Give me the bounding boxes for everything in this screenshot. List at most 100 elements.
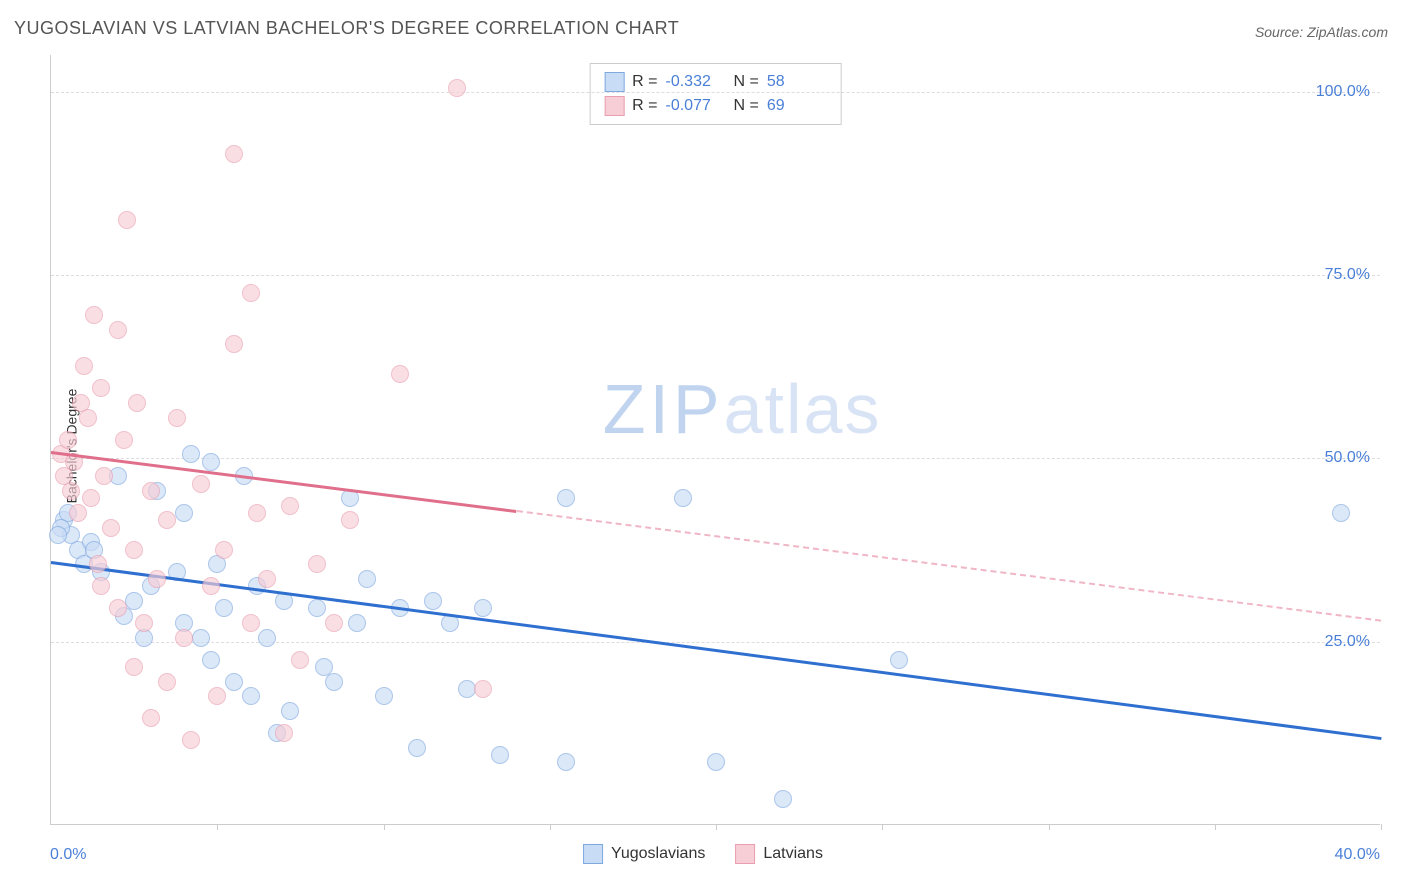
scatter-point (557, 489, 575, 507)
scatter-point (491, 746, 509, 764)
x-axis-max-label: 40.0% (1335, 846, 1380, 864)
scatter-point (308, 555, 326, 573)
scatter-point (59, 431, 77, 449)
source-label: Source: ZipAtlas.com (1255, 24, 1388, 40)
scatter-point (75, 357, 93, 375)
scatter-point (118, 211, 136, 229)
scatter-point (109, 321, 127, 339)
r-label: R = (632, 97, 657, 115)
bottom-legend: Yugoslavians Latvians (583, 844, 823, 864)
scatter-point (375, 687, 393, 705)
x-tick (217, 824, 218, 830)
scatter-point (258, 570, 276, 588)
scatter-point (308, 599, 326, 617)
scatter-point (128, 394, 146, 412)
chart-container: YUGOSLAVIAN VS LATVIAN BACHELOR'S DEGREE… (0, 0, 1406, 892)
scatter-point (168, 409, 186, 427)
gridline (51, 275, 1380, 276)
scatter-point (242, 284, 260, 302)
y-tick-label: 25.0% (1325, 633, 1370, 651)
scatter-point (82, 489, 100, 507)
x-tick (550, 824, 551, 830)
scatter-point (281, 702, 299, 720)
scatter-point (125, 592, 143, 610)
gridline (51, 642, 1380, 643)
x-tick (882, 824, 883, 830)
scatter-point (142, 709, 160, 727)
scatter-point (424, 592, 442, 610)
scatter-point (175, 629, 193, 647)
x-tick (716, 824, 717, 830)
scatter-point (890, 651, 908, 669)
scatter-point (225, 673, 243, 691)
legend-item-yugoslavians: Yugoslavians (583, 844, 705, 864)
scatter-point (674, 489, 692, 507)
stats-row-latvians: R = -0.077 N = 69 (604, 94, 827, 118)
scatter-point (1332, 504, 1350, 522)
scatter-point (248, 504, 266, 522)
gridline (51, 92, 1380, 93)
legend-item-latvians: Latvians (735, 844, 823, 864)
scatter-point (215, 541, 233, 559)
swatch-icon (604, 72, 624, 92)
correlation-stats-box: R = -0.332 N = 58 R = -0.077 N = 69 (589, 63, 842, 125)
scatter-point (85, 306, 103, 324)
y-tick-label: 50.0% (1325, 449, 1370, 467)
scatter-point (202, 577, 220, 595)
scatter-point (348, 614, 366, 632)
scatter-point (291, 651, 309, 669)
scatter-point (92, 577, 110, 595)
scatter-point (109, 599, 127, 617)
scatter-point (125, 658, 143, 676)
scatter-point (325, 673, 343, 691)
n-value: 69 (767, 97, 827, 115)
y-tick-label: 75.0% (1325, 266, 1370, 284)
scatter-point (158, 673, 176, 691)
scatter-point (115, 431, 133, 449)
scatter-point (325, 614, 343, 632)
legend-label: Latvians (763, 845, 823, 863)
scatter-point (408, 739, 426, 757)
r-label: R = (632, 73, 657, 91)
scatter-point (49, 526, 67, 544)
x-tick (1049, 824, 1050, 830)
legend-label: Yugoslavians (611, 845, 705, 863)
scatter-point (69, 504, 87, 522)
y-tick-label: 100.0% (1316, 83, 1370, 101)
scatter-point (62, 482, 80, 500)
swatch-icon (583, 844, 603, 864)
gridline (51, 458, 1380, 459)
scatter-point (102, 519, 120, 537)
scatter-point (448, 79, 466, 97)
scatter-point (192, 475, 210, 493)
scatter-point (135, 614, 153, 632)
x-axis-min-label: 0.0% (50, 846, 86, 864)
scatter-point (391, 365, 409, 383)
scatter-point (275, 724, 293, 742)
scatter-plot-area: ZIPatlas R = -0.332 N = 58 R = -0.077 N … (50, 55, 1380, 825)
scatter-point (707, 753, 725, 771)
scatter-point (92, 379, 110, 397)
scatter-point (341, 511, 359, 529)
scatter-point (142, 482, 160, 500)
x-tick (1215, 824, 1216, 830)
r-value: -0.077 (666, 97, 726, 115)
scatter-point (774, 790, 792, 808)
scatter-point (89, 555, 107, 573)
scatter-point (474, 680, 492, 698)
scatter-point (557, 753, 575, 771)
scatter-point (202, 453, 220, 471)
scatter-point (182, 731, 200, 749)
scatter-point (242, 687, 260, 705)
swatch-icon (604, 96, 624, 116)
scatter-point (192, 629, 210, 647)
swatch-icon (735, 844, 755, 864)
scatter-point (175, 504, 193, 522)
scatter-point (158, 511, 176, 529)
scatter-point (258, 629, 276, 647)
scatter-point (125, 541, 143, 559)
n-label: N = (734, 73, 759, 91)
scatter-point (215, 599, 233, 617)
x-tick (1381, 824, 1382, 830)
scatter-point (79, 409, 97, 427)
